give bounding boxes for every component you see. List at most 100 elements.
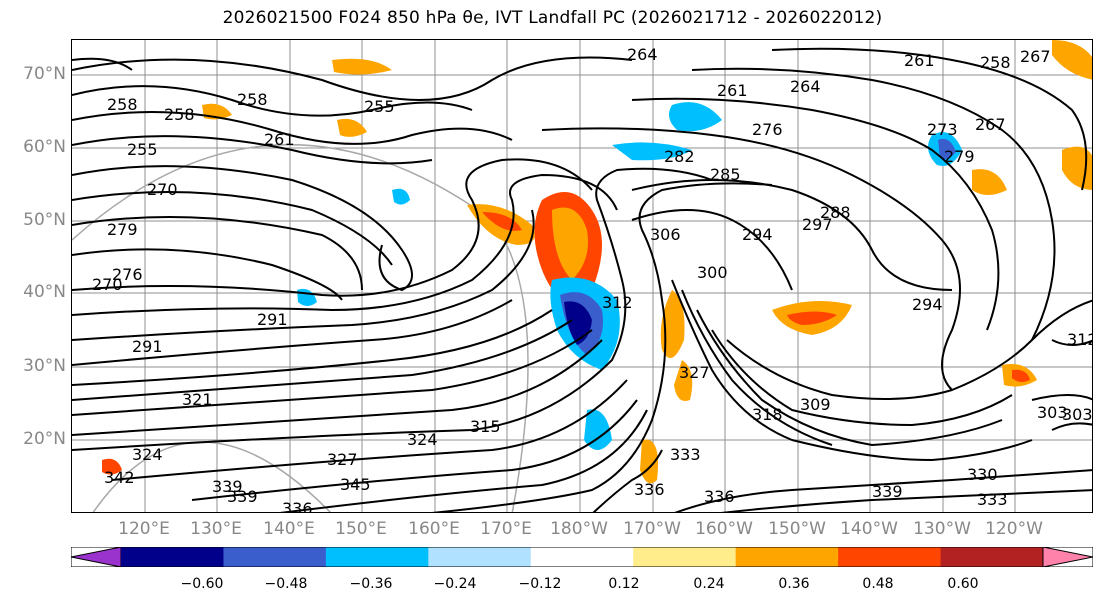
contour-label: 321 bbox=[182, 390, 213, 409]
contour-label: 279 bbox=[107, 220, 138, 239]
contour-label: 285 bbox=[710, 165, 741, 184]
colorbar-tick-label: 0.48 bbox=[862, 576, 894, 592]
theta-e-contours bbox=[72, 47, 1092, 512]
colorbar-tick-label: −0.24 bbox=[433, 576, 477, 592]
colorbar-tick-label: 0.36 bbox=[778, 576, 810, 592]
contour-label: 327 bbox=[327, 450, 358, 469]
contour-label: 267 bbox=[1020, 47, 1051, 66]
contour-label: 258 bbox=[107, 95, 138, 114]
contour-label: 291 bbox=[132, 337, 163, 356]
colorbar-tick-label: −0.36 bbox=[349, 576, 393, 592]
contour-label: 333 bbox=[670, 445, 701, 464]
contour-label: 342 bbox=[104, 468, 135, 487]
contour-label: 255 bbox=[127, 140, 158, 159]
lat-label-30n: 30°N bbox=[23, 356, 66, 376]
colorbar-tick-label: 0.12 bbox=[608, 576, 640, 592]
lon-label-150e: 150°E bbox=[335, 519, 387, 539]
contour-label: 339 bbox=[227, 487, 258, 506]
contour-label: 297 bbox=[802, 215, 833, 234]
contour-label: 303 bbox=[1037, 403, 1068, 422]
lon-label-170e: 170°E bbox=[480, 519, 532, 539]
lat-label-50n: 50°N bbox=[23, 210, 66, 230]
contour-label: 333 bbox=[977, 490, 1008, 509]
colorbar-segment bbox=[121, 547, 224, 567]
contour-label: 288 bbox=[820, 203, 851, 222]
lon-label-150w: 150°W bbox=[768, 519, 826, 539]
contour-label: 336 bbox=[704, 487, 735, 506]
shaded-anomaly-patches bbox=[102, 40, 1092, 484]
contour-label: 339 bbox=[872, 482, 903, 501]
contour-label: 264 bbox=[790, 77, 821, 96]
contour-label: 300 bbox=[697, 263, 728, 282]
lon-label-140e: 140°E bbox=[263, 519, 315, 539]
lon-label-160w: 160°W bbox=[695, 519, 753, 539]
contour-label: 306 bbox=[650, 225, 681, 244]
lat-label-60n: 60°N bbox=[23, 137, 66, 157]
contour-label: 282 bbox=[664, 147, 695, 166]
colorbar-tick-label: −0.12 bbox=[518, 576, 562, 592]
contour-label: 261 bbox=[717, 81, 748, 100]
contour-label: 318 bbox=[752, 405, 783, 424]
colorbar-segment bbox=[1042, 547, 1093, 567]
contour-label: 291 bbox=[257, 310, 288, 329]
lon-label-130e: 130°E bbox=[190, 519, 242, 539]
lat-label-70n: 70°N bbox=[23, 64, 66, 84]
map-canvas: 264 261 255 261 258 258 258 255 261 264 … bbox=[72, 40, 1093, 513]
contour-label: 258 bbox=[164, 105, 195, 124]
lon-label-130w: 130°W bbox=[913, 519, 971, 539]
contour-label: 336 bbox=[634, 480, 665, 499]
contour-label: 270 bbox=[147, 180, 178, 199]
contour-label: 267 bbox=[975, 115, 1006, 134]
colorbar-tick-label: 0.24 bbox=[693, 576, 725, 592]
colorbar-segment bbox=[735, 547, 839, 567]
contour-label: 261 bbox=[904, 51, 935, 70]
contour-label: 330 bbox=[967, 465, 998, 484]
contour-labels: 264 261 255 261 258 258 258 255 261 264 … bbox=[92, 45, 1093, 513]
colorbar-segment bbox=[71, 547, 122, 567]
contour-label: 276 bbox=[752, 120, 783, 139]
colorbar-segment bbox=[530, 547, 634, 567]
contour-label: 261 bbox=[264, 130, 295, 149]
colorbar-segment bbox=[838, 547, 942, 567]
contour-label: 327 bbox=[679, 363, 710, 382]
contour-label: 324 bbox=[132, 445, 163, 464]
contour-label: 270 bbox=[92, 275, 123, 294]
lon-label-120w: 120°W bbox=[985, 519, 1043, 539]
contour-label: 324 bbox=[407, 430, 438, 449]
contour-label: 264 bbox=[627, 45, 658, 64]
contour-label: 294 bbox=[742, 225, 773, 244]
lon-label-180w: 180°W bbox=[550, 519, 608, 539]
lon-label-140w: 140°W bbox=[840, 519, 898, 539]
colorbar-segment bbox=[223, 547, 327, 567]
contour-label: 276 bbox=[112, 265, 143, 284]
colorbar-segment bbox=[428, 547, 532, 567]
contour-label: 255 bbox=[364, 97, 395, 116]
contour-label: 303 bbox=[1062, 405, 1093, 424]
lat-label-20n: 20°N bbox=[23, 429, 66, 449]
contour-label: 279 bbox=[944, 147, 975, 166]
colorbar-segment bbox=[325, 547, 429, 567]
colorbar-tick-label: −0.60 bbox=[180, 576, 224, 592]
map-panel[interactable]: 264 261 255 261 258 258 258 255 261 264 … bbox=[71, 39, 1093, 513]
colorbar bbox=[71, 547, 1093, 567]
contour-label: 273 bbox=[927, 120, 958, 139]
contour-label: 258 bbox=[237, 90, 268, 109]
colorbar-segment bbox=[633, 547, 737, 567]
lat-label-40n: 40°N bbox=[23, 282, 66, 302]
contour-label: 339 bbox=[212, 477, 243, 496]
contour-label: 336 bbox=[282, 499, 313, 513]
lon-label-170w: 170°W bbox=[623, 519, 681, 539]
contour-label: 309 bbox=[800, 395, 831, 414]
colorbar-segments bbox=[71, 547, 1093, 567]
colorbar-tick-label: −0.48 bbox=[264, 576, 308, 592]
contour-label: 345 bbox=[340, 475, 371, 494]
contour-label: 312 bbox=[602, 293, 633, 312]
colorbar-tick-label: 0.60 bbox=[947, 576, 979, 592]
contour-label: 312 bbox=[1067, 330, 1093, 349]
colorbar-segment bbox=[940, 547, 1044, 567]
contour-label: 294 bbox=[912, 295, 943, 314]
contour-label: 258 bbox=[980, 53, 1011, 72]
map-title: 2026021500 F024 850 hPa θe, IVT Landfall… bbox=[222, 8, 883, 28]
contour-label: 315 bbox=[470, 417, 501, 436]
lon-label-120e: 120°E bbox=[118, 519, 170, 539]
